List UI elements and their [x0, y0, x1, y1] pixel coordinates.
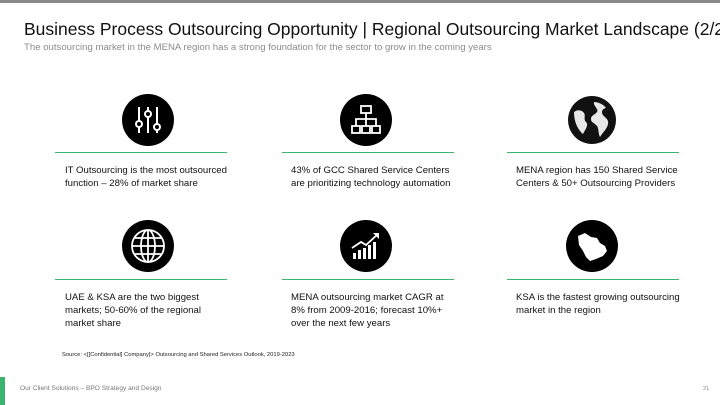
source: Source: <[[Confidential] Company]> Outso…	[62, 352, 295, 358]
top-bar	[0, 0, 720, 3]
divider	[507, 152, 679, 153]
ksa-map-icon	[566, 220, 618, 272]
hierarchy-icon	[340, 94, 392, 146]
globe-icon	[568, 96, 616, 144]
footer-text: Our Client Solutions – BPO Strategy and …	[20, 385, 162, 392]
sliders-icon	[122, 94, 174, 146]
item-text: MENA region has 150 Shared Service Cente…	[516, 165, 678, 189]
item-text: IT Outsourcing is the most outsourced fu…	[65, 165, 227, 189]
divider	[282, 279, 454, 280]
divider	[55, 279, 227, 280]
item-text: KSA is the fastest growing outsourcing m…	[516, 292, 680, 316]
item-text: UAE & KSA are the two biggest markets; 5…	[65, 292, 201, 329]
divider	[507, 279, 679, 280]
divider	[55, 152, 227, 153]
subtitle: The outsourcing market in the MENA regio…	[24, 42, 492, 53]
item-text: 43% of GCC Shared Service Centers are pr…	[291, 165, 451, 189]
page-number: 21	[703, 386, 710, 392]
divider	[282, 152, 454, 153]
item-text: MENA outsourcing market CAGR at 8% from …	[291, 292, 444, 329]
title: Business Process Outsourcing Opportunity…	[24, 19, 720, 39]
grid-globe-icon	[122, 220, 174, 272]
footer-accent	[0, 377, 5, 405]
growth-icon	[340, 220, 392, 272]
